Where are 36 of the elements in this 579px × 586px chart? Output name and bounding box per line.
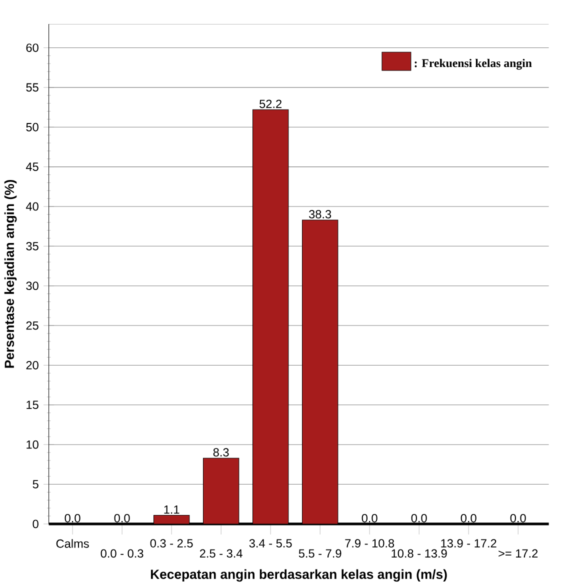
data-label: 0.0 [411, 514, 427, 522]
x-tick-label: >= 17.2 [498, 549, 538, 558]
x-tick-label: 3.4 - 5.5 [249, 539, 292, 548]
y-tick-label: 60 [26, 44, 38, 52]
y-axis-title: Persentase kejadian angin (%) [4, 180, 17, 368]
data-label: 0.0 [114, 514, 130, 522]
y-tick-label: 15 [26, 400, 38, 410]
data-label: 52.2 [259, 100, 282, 108]
x-tick-label: 7.9 - 10.8 [345, 539, 394, 548]
y-tick-label: 5 [32, 480, 38, 488]
y-tick-label: 45 [26, 162, 38, 171]
data-label: 38.3 [308, 210, 331, 218]
data-label: 0.0 [64, 514, 80, 522]
x-tick-label: 0.0 - 0.3 [100, 549, 144, 558]
x-tick-label: 13.9 - 17.2 [441, 539, 496, 548]
y-tick-label: 10 [26, 440, 38, 449]
legend-label: : Frekuensi kelas angin [414, 58, 532, 70]
x-tick-label: 0.3 - 2.5 [150, 539, 193, 548]
y-tick-label: 40 [26, 202, 38, 211]
data-label: 0.0 [460, 514, 476, 522]
x-tick-label: 10.8 - 13.9 [392, 549, 447, 558]
y-tick-label: 0 [32, 520, 38, 528]
data-label: 8.3 [213, 448, 229, 457]
y-tick-label: 30 [26, 282, 38, 290]
y-tick-label: 20 [26, 361, 38, 370]
x-tick-label: 5.5 - 7.9 [298, 549, 342, 558]
data-label: 1.1 [164, 505, 180, 514]
y-tick-label: 25 [26, 321, 38, 330]
y-tick-label: 35 [26, 242, 38, 250]
x-tick-label: 2.5 - 3.4 [200, 549, 242, 558]
data-label: 0.0 [510, 514, 526, 522]
y-tick-label: 50 [26, 122, 38, 132]
y-tick-label: 55 [26, 83, 38, 92]
data-label: 0.0 [362, 514, 378, 522]
x-tick-label: Calms [56, 539, 89, 548]
x-axis-title: Kecepatan angin berdasarkan kelas angin (m/s) [150, 569, 447, 582]
